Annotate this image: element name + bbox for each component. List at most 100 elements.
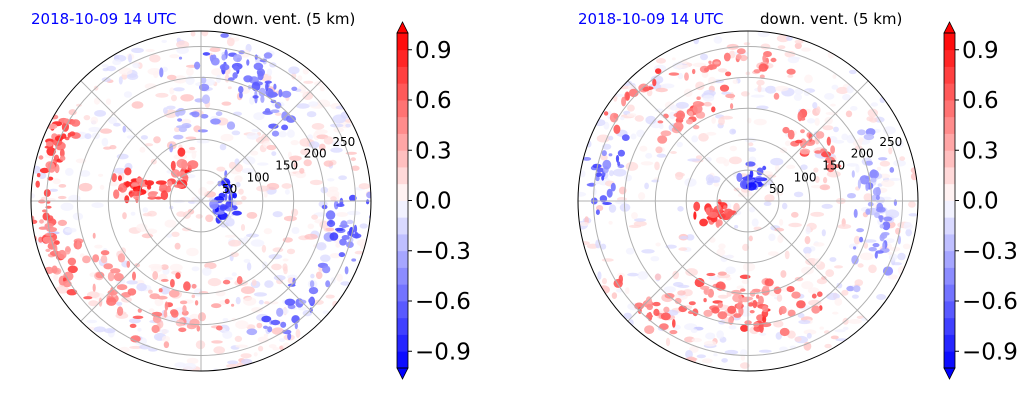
- field-cell: [601, 150, 607, 157]
- field-cell: [132, 62, 141, 69]
- field-cell: [111, 173, 117, 183]
- field-cell: [804, 74, 813, 84]
- field-cell: [859, 252, 874, 261]
- field-cell: [608, 204, 617, 213]
- field-cell: [221, 101, 232, 106]
- field-cell: [759, 323, 764, 333]
- field-cell: [824, 343, 832, 349]
- colorbar-tick-label: −0.9: [962, 339, 1018, 365]
- field-cell: [893, 199, 898, 207]
- field-cell: [742, 243, 750, 251]
- field-cell: [68, 109, 77, 116]
- field-cell: [868, 247, 877, 252]
- field-cell: [176, 107, 186, 116]
- field-cell: [716, 330, 724, 339]
- field-cell: [123, 91, 133, 98]
- field-cell: [684, 178, 697, 187]
- field-cell: [281, 183, 292, 189]
- field-cell: [329, 232, 339, 241]
- field-cell: [142, 207, 149, 213]
- field-cell: [253, 62, 264, 71]
- field-cell: [655, 108, 664, 113]
- angular-gridline: [80, 80, 322, 322]
- field-cell: [879, 160, 891, 167]
- field-cell: [308, 141, 320, 149]
- field-cell: [191, 294, 196, 299]
- field-cell: [837, 224, 852, 229]
- field-cell: [784, 50, 796, 58]
- field-cell: [168, 289, 180, 298]
- field-cell: [246, 59, 250, 66]
- colorbar-segment: [944, 49, 955, 67]
- field-cell: [708, 76, 716, 85]
- field-cell: [775, 85, 789, 92]
- field-cell: [186, 247, 199, 257]
- field-cell: [596, 134, 610, 143]
- field-cell: [753, 118, 767, 126]
- field-cell: [338, 175, 347, 180]
- field-cell: [83, 296, 93, 300]
- field-cell: [250, 150, 259, 156]
- radial-tick-label: 250: [332, 135, 355, 149]
- field-cell: [863, 242, 869, 249]
- field-cell: [38, 226, 48, 230]
- colorbar-tick-label: 0.0: [415, 189, 452, 215]
- field-cell: [601, 175, 605, 181]
- field-cell: [777, 45, 786, 50]
- field-cell: [832, 311, 839, 315]
- colorbar-segment: [944, 200, 955, 218]
- field-cell: [786, 286, 795, 293]
- field-cell: [903, 223, 913, 230]
- field-cell: [354, 250, 364, 255]
- field-cell: [848, 69, 857, 75]
- field-cell: [595, 172, 603, 177]
- field-cell: [44, 223, 54, 228]
- field-cell: [170, 278, 175, 288]
- field-cell: [251, 279, 257, 286]
- field-cell: [144, 83, 157, 90]
- field-cell: [675, 110, 686, 121]
- field-cell: [578, 191, 587, 197]
- field-cell: [308, 297, 314, 304]
- field-cell: [603, 111, 609, 116]
- field-cell: [708, 60, 712, 64]
- field-cell: [113, 167, 127, 174]
- field-cell: [834, 329, 846, 333]
- field-cell: [128, 54, 132, 63]
- field-cell: [780, 270, 787, 278]
- field-cell: [814, 176, 820, 183]
- field-cell: [287, 332, 292, 341]
- field-cell: [228, 239, 242, 247]
- field-cell: [43, 189, 51, 197]
- field-cell: [602, 202, 612, 205]
- field-cell: [733, 202, 740, 212]
- field-cell: [786, 68, 796, 75]
- field-cell: [715, 156, 727, 164]
- field-cell: [749, 206, 756, 213]
- field-cell: [64, 136, 70, 141]
- field-cell: [303, 159, 312, 167]
- field-cell: [744, 137, 757, 143]
- field-cell: [653, 308, 660, 316]
- field-cell: [101, 137, 109, 147]
- field-cell: [339, 238, 347, 246]
- field-cell: [211, 303, 222, 309]
- field-cell: [762, 285, 770, 291]
- field-cell: [736, 172, 743, 182]
- field-cell: [233, 65, 240, 71]
- polar-boundary: [30, 30, 372, 372]
- field-cell: [885, 238, 895, 244]
- field-cell: [602, 277, 607, 285]
- field-cell: [271, 130, 280, 137]
- field-cell: [758, 295, 764, 305]
- field-cell: [677, 206, 684, 212]
- field-cell: [241, 358, 253, 365]
- field-cell: [708, 211, 719, 218]
- field-cell: [267, 326, 273, 333]
- field-cell: [300, 148, 311, 156]
- field-cell: [266, 144, 277, 151]
- field-cell: [334, 227, 344, 232]
- field-cell: [855, 164, 860, 173]
- field-cell: [736, 48, 746, 55]
- field-cell: [615, 155, 620, 163]
